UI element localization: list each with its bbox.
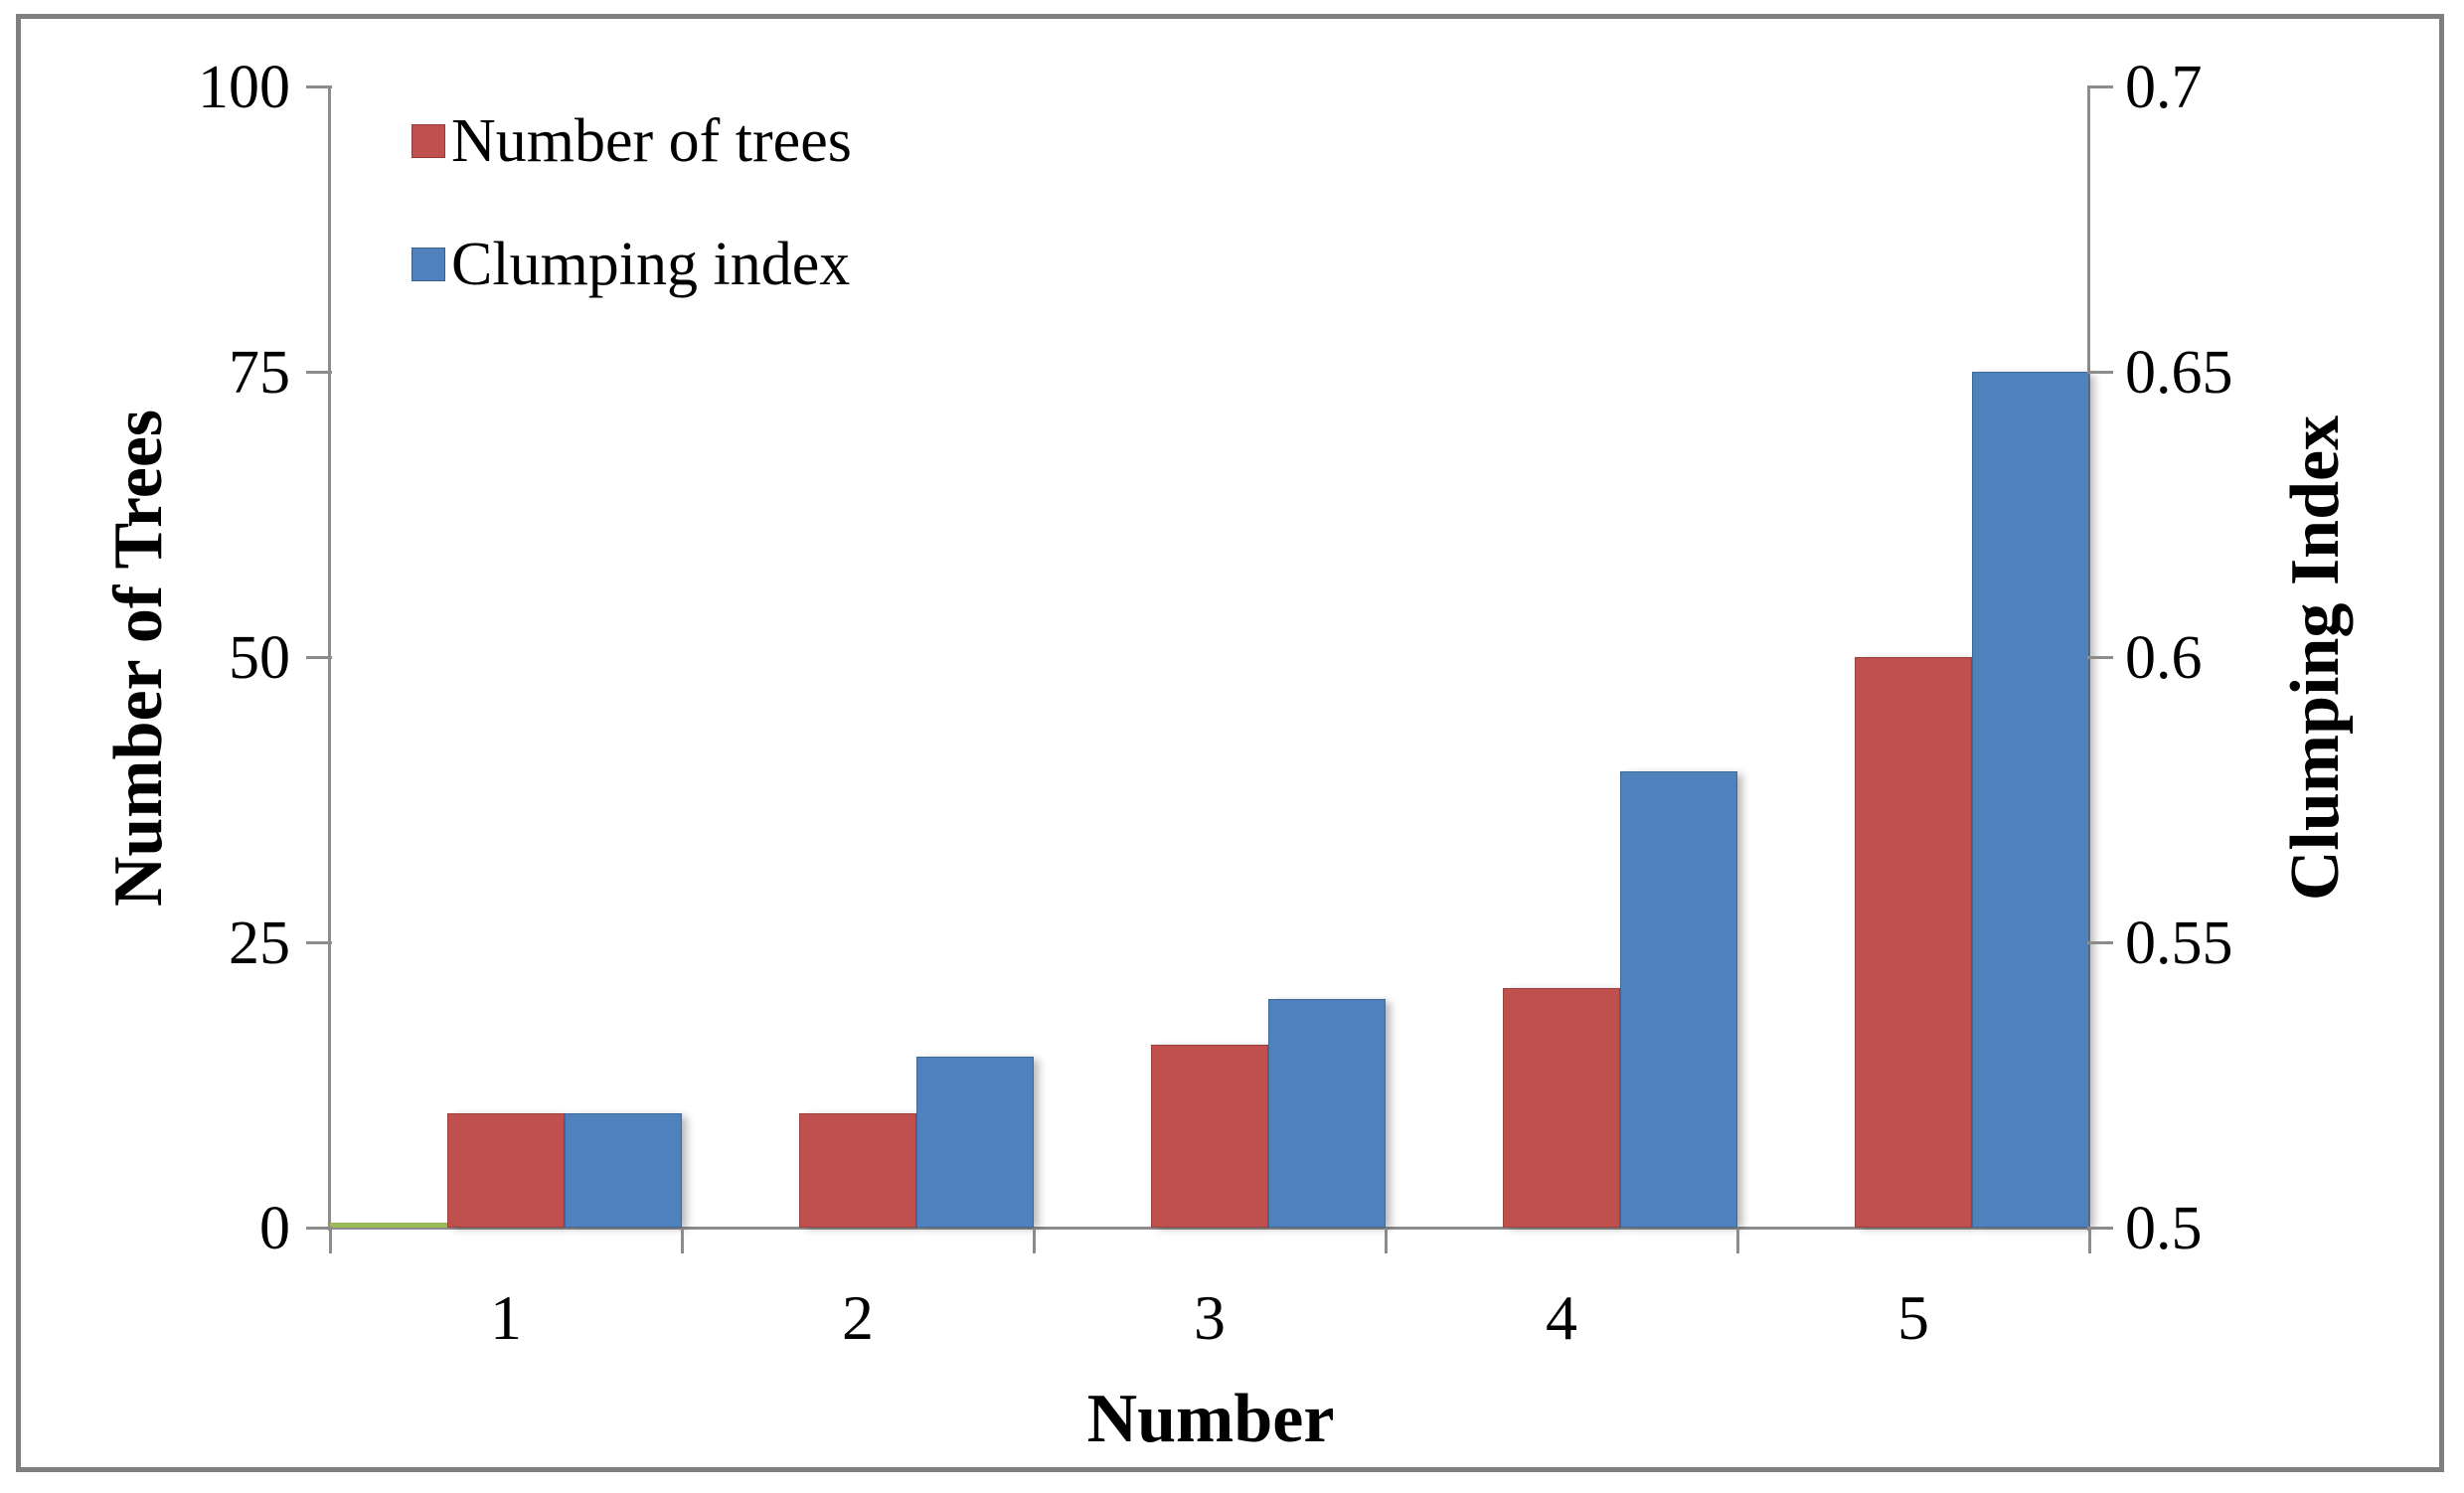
- x-axis-tick-label: 5: [1897, 1282, 1929, 1353]
- bar-number-of-trees-cat1: [447, 1113, 565, 1228]
- right-axis-tick-label: 0.65: [2125, 339, 2233, 407]
- right-axis-tick: [2087, 1227, 2113, 1230]
- bar-clumping-index-cat1: [565, 1113, 682, 1228]
- right-axis-tick-label: 0.5: [2125, 1195, 2203, 1262]
- legend-swatch-clumping-index: [411, 248, 445, 281]
- right-axis-tick: [2087, 941, 2113, 944]
- left-axis-tick: [306, 656, 332, 659]
- bar-clumping-index-cat2: [916, 1057, 1034, 1228]
- x-axis-tick-label: 1: [490, 1282, 522, 1353]
- bar-clumping-index-cat4: [1620, 771, 1737, 1228]
- legend-item-number-of-trees: Number of trees: [411, 103, 852, 179]
- x-axis-tick: [2088, 1229, 2091, 1253]
- x-axis-tick-label: 3: [1194, 1282, 1226, 1353]
- right-axis-title: Clumping Index: [2277, 415, 2354, 902]
- bar-clumping-index-cat3: [1268, 999, 1386, 1228]
- right-axis-tick-label: 0.7: [2125, 54, 2203, 121]
- x-axis-title: Number: [1086, 1381, 1335, 1457]
- x-axis-tick: [1033, 1229, 1036, 1253]
- left-axis-tick-label: 75: [229, 339, 290, 407]
- bar-number-of-trees-cat4: [1503, 988, 1620, 1228]
- x-axis-tick: [1385, 1229, 1388, 1253]
- x-axis-tick: [329, 1229, 332, 1253]
- x-axis-tick-label: 4: [1546, 1282, 1577, 1353]
- bar-zero-marker-cat1: [330, 1223, 447, 1228]
- legend-item-clumping-index: Clumping index: [411, 227, 852, 302]
- x-axis-line: [310, 1227, 2089, 1230]
- x-axis-tick-label: 2: [842, 1282, 874, 1353]
- right-axis-tick: [2087, 371, 2113, 374]
- bar-number-of-trees-cat5: [1855, 657, 1972, 1228]
- left-axis-tick: [306, 371, 332, 374]
- x-axis-tick: [1736, 1229, 1739, 1253]
- left-axis-tick-label: 50: [229, 624, 290, 692]
- bar-clumping-index-cat5: [1972, 372, 2089, 1228]
- bar-number-of-trees-cat2: [799, 1113, 916, 1228]
- right-axis-tick-label: 0.55: [2125, 910, 2233, 977]
- left-axis-tick-label: 0: [259, 1195, 290, 1262]
- right-axis-tick-label: 0.6: [2125, 624, 2203, 692]
- left-axis-title: Number of Trees: [100, 409, 177, 908]
- legend-label-number-of-trees: Number of trees: [451, 107, 852, 175]
- legend-label-clumping-index: Clumping index: [451, 231, 851, 298]
- bar-number-of-trees-cat3: [1151, 1045, 1268, 1228]
- left-axis-tick: [306, 941, 332, 944]
- left-axis-tick: [306, 85, 332, 88]
- right-axis-tick: [2087, 656, 2113, 659]
- chart-border: [16, 14, 2444, 1472]
- right-axis-tick: [2087, 85, 2113, 88]
- legend-swatch-number-of-trees: [411, 124, 445, 158]
- left-axis-tick: [306, 1227, 332, 1230]
- left-axis-line: [328, 87, 331, 1231]
- left-axis-tick-label: 25: [229, 910, 290, 977]
- legend: Number of trees Clumping index: [411, 103, 852, 350]
- x-axis-tick: [681, 1229, 684, 1253]
- left-axis-tick-label: 100: [198, 54, 290, 121]
